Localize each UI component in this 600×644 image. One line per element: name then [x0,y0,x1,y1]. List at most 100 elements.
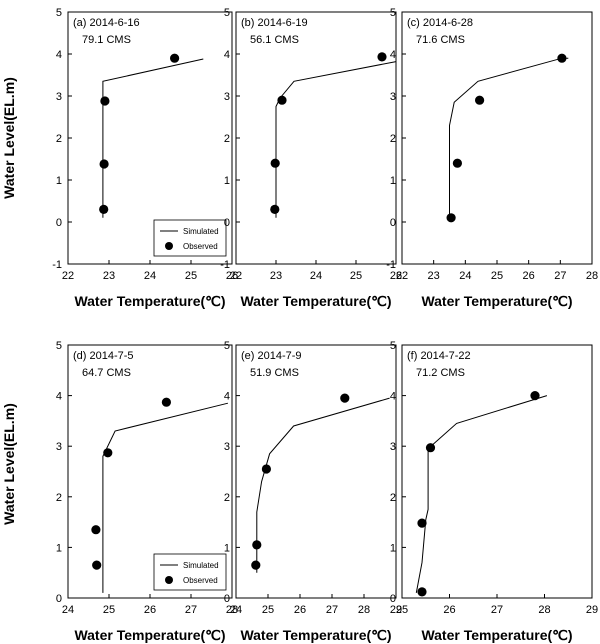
observed-point-1 [170,53,180,63]
y-tick-label: 5 [390,7,396,19]
x-tick-label: 29 [390,604,402,616]
y-tick-label: 2 [56,492,62,504]
y-tick-label: 2 [56,133,62,145]
observed-point-4 [270,204,280,214]
x-tick-label: 28 [586,270,598,282]
y-tick-label: 1 [224,175,230,187]
y-tick-label: 1 [390,175,396,187]
x-tick-label: 24 [459,270,471,282]
observed-point-2 [100,96,110,106]
y-tick-label: 4 [56,49,62,61]
y-tick-label: 5 [224,340,230,352]
panel-title: (e) 2014-7-9 [241,350,302,362]
observed-point-3 [91,525,101,535]
ylabel-top: Water Level(EL.m) [1,77,17,199]
x-tick-label: 29 [586,604,598,616]
legend-marker-swatch [165,576,173,584]
panel-subtitle: 64.7 CMS [82,367,131,379]
simulated-series-line [102,58,204,218]
y-tick-label: 0 [56,217,62,229]
observed-point-1 [161,397,171,407]
observed-point-1 [377,52,387,62]
y-tick-label: 4 [390,49,396,61]
y-tick-label: 1 [56,175,62,187]
x-tick-label: 28 [538,604,550,616]
x-tick-label: 28 [226,604,238,616]
panel-subtitle: 51.9 CMS [250,367,299,379]
panel-title: (d) 2014-7-5 [73,350,134,362]
ylabel-bottom: Water Level(EL.m) [1,403,17,525]
y-tick-label: 1 [390,542,396,554]
y-tick-label: -1 [220,259,230,271]
x-tick-label: 27 [185,604,197,616]
legend-label-observed: Observed [183,242,218,251]
simulated-series-line [415,395,548,593]
panel-title: (b) 2014-6-19 [241,17,308,29]
observed-point-2 [261,464,271,474]
y-tick-label: -1 [386,259,396,271]
x-tick-label: 26 [144,604,156,616]
y-tick-label: 3 [390,91,396,103]
legend-box [153,219,227,257]
observed-point-1 [557,53,567,63]
panel-subtitle: 71.2 CMS [416,367,465,379]
x-axis-title: Water Temperature(℃) [421,293,572,309]
x-tick-label: 27 [491,604,503,616]
observed-point-1 [530,391,540,401]
y-tick-label: 1 [56,542,62,554]
x-tick-label: 25 [103,604,115,616]
y-tick-label: 3 [390,441,396,453]
x-tick-label: 26 [523,270,535,282]
observed-point-2 [103,448,113,458]
y-tick-label: 3 [56,441,62,453]
y-tick-label: 4 [224,391,230,403]
x-tick-label: 22 [230,270,242,282]
panel-subtitle: 56.1 CMS [250,34,299,46]
panel-title: (c) 2014-6-28 [407,17,473,29]
x-tick-label: 27 [326,604,338,616]
simulated-series-line [102,402,229,593]
observed-point-3 [452,158,462,168]
x-tick-label: 24 [310,270,322,282]
observed-point-3 [252,540,262,550]
panel-title: (a) 2014-6-16 [73,17,140,29]
y-tick-label: 0 [390,593,396,605]
x-tick-label: 23 [428,270,440,282]
y-tick-label: 3 [224,441,230,453]
legend-label-simulated: Simulated [183,561,219,570]
y-tick-label: -1 [52,259,62,271]
y-tick-label: 0 [390,217,396,229]
x-tick-label: 28 [358,604,370,616]
y-tick-label: 1 [224,542,230,554]
x-tick-label: 25 [262,604,274,616]
observed-point-4 [251,560,261,570]
x-axis-title: Water Temperature(℃) [74,627,225,643]
y-tick-label: 0 [56,593,62,605]
y-tick-label: 5 [56,7,62,19]
y-tick-label: 4 [56,391,62,403]
observed-point-1 [340,393,350,403]
panel-subtitle: 79.1 CMS [82,34,131,46]
y-tick-label: 0 [224,217,230,229]
observed-point-4 [99,204,109,214]
observed-point-2 [425,443,436,453]
observed-point-2 [475,95,485,105]
observed-point-3 [99,159,109,169]
observed-point-4 [92,560,102,570]
x-axis-title: Water Temperature(℃) [240,627,391,643]
y-tick-label: 3 [56,91,62,103]
panel-subtitle: 71.6 CMS [416,34,465,46]
x-tick-label: 26 [390,270,402,282]
panel-title: (f) 2014-7-22 [407,350,471,362]
legend-box [153,553,227,591]
x-tick-label: 25 [396,604,408,616]
x-tick-label: 22 [396,270,408,282]
y-tick-label: 5 [224,7,230,19]
y-tick-label: 2 [390,133,396,145]
observed-point-4 [417,587,427,597]
